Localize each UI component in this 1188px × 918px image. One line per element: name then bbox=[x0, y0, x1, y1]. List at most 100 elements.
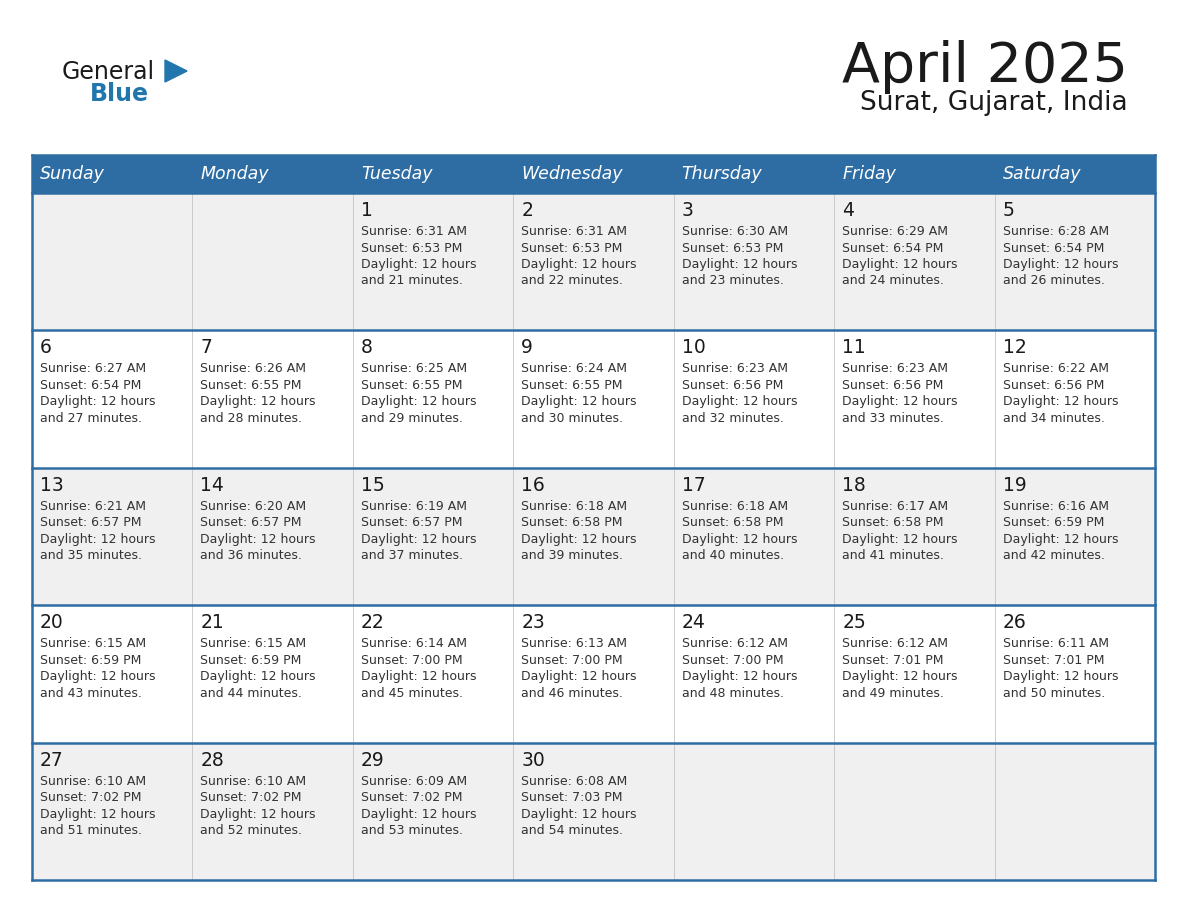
Text: Sunrise: 6:09 AM: Sunrise: 6:09 AM bbox=[361, 775, 467, 788]
Text: and 41 minutes.: and 41 minutes. bbox=[842, 549, 944, 563]
Text: 3: 3 bbox=[682, 201, 694, 220]
Text: Sunset: 7:00 PM: Sunset: 7:00 PM bbox=[522, 654, 623, 666]
Text: Sunrise: 6:24 AM: Sunrise: 6:24 AM bbox=[522, 363, 627, 375]
Text: Sunrise: 6:25 AM: Sunrise: 6:25 AM bbox=[361, 363, 467, 375]
Text: Sunset: 7:02 PM: Sunset: 7:02 PM bbox=[361, 791, 462, 804]
Text: Daylight: 12 hours: Daylight: 12 hours bbox=[1003, 670, 1118, 683]
Text: 11: 11 bbox=[842, 339, 866, 357]
Text: and 46 minutes.: and 46 minutes. bbox=[522, 687, 624, 700]
Text: Sunset: 7:01 PM: Sunset: 7:01 PM bbox=[842, 654, 943, 666]
Text: Sunset: 6:54 PM: Sunset: 6:54 PM bbox=[1003, 241, 1104, 254]
Text: Sunset: 6:53 PM: Sunset: 6:53 PM bbox=[522, 241, 623, 254]
Text: Sunrise: 6:08 AM: Sunrise: 6:08 AM bbox=[522, 775, 627, 788]
Text: 17: 17 bbox=[682, 476, 706, 495]
Text: Sunrise: 6:28 AM: Sunrise: 6:28 AM bbox=[1003, 225, 1108, 238]
Text: Sunrise: 6:29 AM: Sunrise: 6:29 AM bbox=[842, 225, 948, 238]
Text: and 27 minutes.: and 27 minutes. bbox=[40, 412, 143, 425]
Bar bbox=[674, 605, 834, 743]
Bar bbox=[674, 193, 834, 330]
Text: Daylight: 12 hours: Daylight: 12 hours bbox=[361, 670, 476, 683]
Text: 1: 1 bbox=[361, 201, 373, 220]
Text: 15: 15 bbox=[361, 476, 385, 495]
Bar bbox=[674, 330, 834, 468]
Text: 29: 29 bbox=[361, 751, 385, 769]
Text: Daylight: 12 hours: Daylight: 12 hours bbox=[522, 258, 637, 271]
Text: Daylight: 12 hours: Daylight: 12 hours bbox=[682, 396, 797, 409]
Text: Wednesday: Wednesday bbox=[522, 165, 623, 183]
Text: 9: 9 bbox=[522, 339, 533, 357]
Text: Sunrise: 6:20 AM: Sunrise: 6:20 AM bbox=[201, 499, 307, 513]
Text: Sunset: 6:53 PM: Sunset: 6:53 PM bbox=[361, 241, 462, 254]
Text: 6: 6 bbox=[40, 339, 52, 357]
Text: Sunset: 6:59 PM: Sunset: 6:59 PM bbox=[40, 654, 141, 666]
Bar bbox=[513, 605, 674, 743]
Text: Daylight: 12 hours: Daylight: 12 hours bbox=[361, 532, 476, 546]
Bar bbox=[353, 330, 513, 468]
Text: Daylight: 12 hours: Daylight: 12 hours bbox=[842, 396, 958, 409]
Text: Sunrise: 6:10 AM: Sunrise: 6:10 AM bbox=[201, 775, 307, 788]
Text: Sunset: 6:55 PM: Sunset: 6:55 PM bbox=[361, 379, 462, 392]
Text: Daylight: 12 hours: Daylight: 12 hours bbox=[201, 808, 316, 821]
Bar bbox=[994, 468, 1155, 605]
Polygon shape bbox=[165, 60, 187, 82]
Text: and 53 minutes.: and 53 minutes. bbox=[361, 824, 463, 837]
Text: Daylight: 12 hours: Daylight: 12 hours bbox=[522, 670, 637, 683]
Text: Sunrise: 6:30 AM: Sunrise: 6:30 AM bbox=[682, 225, 788, 238]
Text: Sunrise: 6:11 AM: Sunrise: 6:11 AM bbox=[1003, 637, 1108, 650]
Bar bbox=[32, 743, 192, 880]
Text: and 54 minutes.: and 54 minutes. bbox=[522, 824, 624, 837]
Text: and 51 minutes.: and 51 minutes. bbox=[40, 824, 143, 837]
Bar bbox=[834, 743, 994, 880]
Text: Sunrise: 6:12 AM: Sunrise: 6:12 AM bbox=[682, 637, 788, 650]
Text: and 21 minutes.: and 21 minutes. bbox=[361, 274, 463, 287]
Text: Sunset: 6:57 PM: Sunset: 6:57 PM bbox=[40, 516, 141, 530]
Bar bbox=[32, 155, 192, 193]
Text: Sunset: 6:58 PM: Sunset: 6:58 PM bbox=[522, 516, 623, 530]
Text: Sunrise: 6:10 AM: Sunrise: 6:10 AM bbox=[40, 775, 146, 788]
Text: Sunday: Sunday bbox=[40, 165, 105, 183]
Bar bbox=[192, 155, 353, 193]
Text: 19: 19 bbox=[1003, 476, 1026, 495]
Text: Sunset: 6:54 PM: Sunset: 6:54 PM bbox=[40, 379, 141, 392]
Bar bbox=[192, 605, 353, 743]
Text: 20: 20 bbox=[40, 613, 64, 633]
Text: Saturday: Saturday bbox=[1003, 165, 1081, 183]
Text: Sunrise: 6:13 AM: Sunrise: 6:13 AM bbox=[522, 637, 627, 650]
Text: 27: 27 bbox=[40, 751, 64, 769]
Bar bbox=[353, 468, 513, 605]
Text: Sunrise: 6:14 AM: Sunrise: 6:14 AM bbox=[361, 637, 467, 650]
Text: Surat, Gujarat, India: Surat, Gujarat, India bbox=[860, 90, 1127, 116]
Bar bbox=[192, 330, 353, 468]
Text: Sunset: 6:59 PM: Sunset: 6:59 PM bbox=[201, 654, 302, 666]
Text: Daylight: 12 hours: Daylight: 12 hours bbox=[1003, 258, 1118, 271]
Text: Sunrise: 6:16 AM: Sunrise: 6:16 AM bbox=[1003, 499, 1108, 513]
Text: and 52 minutes.: and 52 minutes. bbox=[201, 824, 303, 837]
Text: and 34 minutes.: and 34 minutes. bbox=[1003, 412, 1105, 425]
Text: and 36 minutes.: and 36 minutes. bbox=[201, 549, 302, 563]
Text: Sunset: 7:02 PM: Sunset: 7:02 PM bbox=[201, 791, 302, 804]
Text: Thursday: Thursday bbox=[682, 165, 763, 183]
Bar bbox=[994, 605, 1155, 743]
Text: Daylight: 12 hours: Daylight: 12 hours bbox=[201, 396, 316, 409]
Text: 5: 5 bbox=[1003, 201, 1015, 220]
Bar bbox=[192, 193, 353, 330]
Text: Sunrise: 6:18 AM: Sunrise: 6:18 AM bbox=[522, 499, 627, 513]
Bar bbox=[994, 743, 1155, 880]
Text: 18: 18 bbox=[842, 476, 866, 495]
Text: Sunset: 7:03 PM: Sunset: 7:03 PM bbox=[522, 791, 623, 804]
Text: Sunset: 7:02 PM: Sunset: 7:02 PM bbox=[40, 791, 141, 804]
Bar bbox=[834, 605, 994, 743]
Text: and 40 minutes.: and 40 minutes. bbox=[682, 549, 784, 563]
Bar bbox=[353, 193, 513, 330]
Text: Blue: Blue bbox=[90, 82, 148, 106]
Text: Daylight: 12 hours: Daylight: 12 hours bbox=[522, 532, 637, 546]
Text: Daylight: 12 hours: Daylight: 12 hours bbox=[842, 670, 958, 683]
Text: Sunrise: 6:12 AM: Sunrise: 6:12 AM bbox=[842, 637, 948, 650]
Text: and 43 minutes.: and 43 minutes. bbox=[40, 687, 141, 700]
Text: Daylight: 12 hours: Daylight: 12 hours bbox=[842, 258, 958, 271]
Text: Daylight: 12 hours: Daylight: 12 hours bbox=[40, 532, 156, 546]
Text: Daylight: 12 hours: Daylight: 12 hours bbox=[201, 670, 316, 683]
Bar bbox=[834, 193, 994, 330]
Text: Sunrise: 6:26 AM: Sunrise: 6:26 AM bbox=[201, 363, 307, 375]
Bar bbox=[674, 155, 834, 193]
